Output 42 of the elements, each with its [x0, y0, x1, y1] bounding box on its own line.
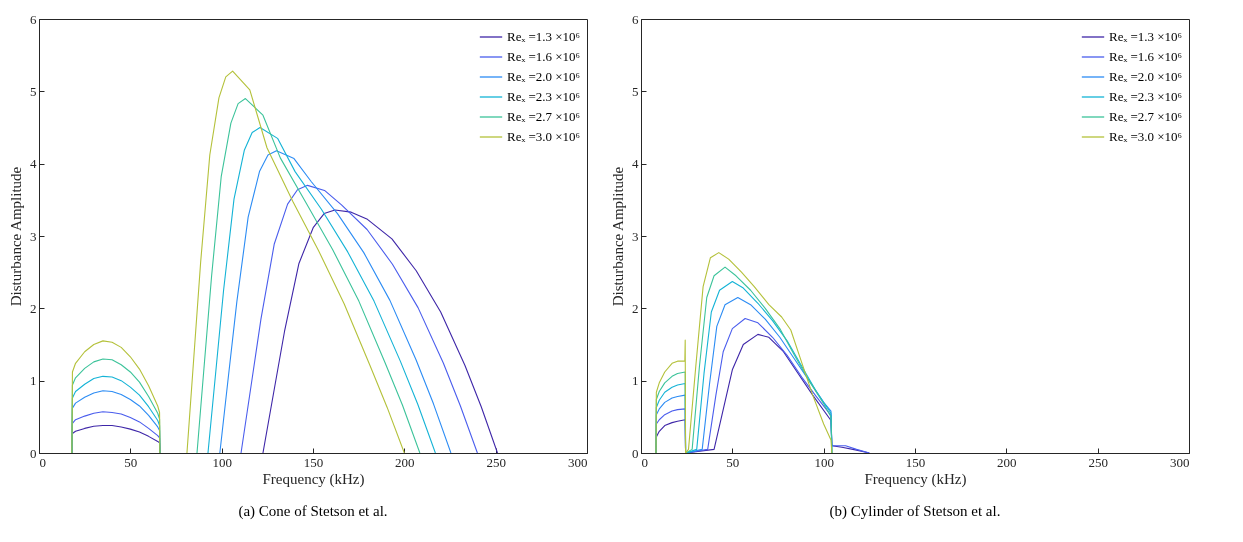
legend-label: Reₓ =2.7 ×10⁶	[507, 109, 581, 124]
y-tick-label: 2	[632, 300, 639, 316]
y-axis-title: Disturbance Amplitude	[610, 166, 626, 307]
legend-label: Reₓ =1.6 ×10⁶	[507, 49, 581, 64]
x-tick-label: 200	[997, 454, 1017, 470]
x-tick-label: 250	[1088, 454, 1108, 470]
x-tick-label: 300	[568, 454, 588, 470]
y-tick-label: 6	[632, 11, 639, 27]
legend-label: Reₓ =2.7 ×10⁶	[1109, 109, 1183, 124]
legend-label: Reₓ =3.0 ×10⁶	[1109, 129, 1183, 144]
y-tick-label: 6	[30, 11, 37, 27]
legend-label: Reₓ =1.3 ×10⁶	[507, 29, 581, 44]
legend-label: Reₓ =1.3 ×10⁶	[1109, 29, 1183, 44]
y-tick-label: 4	[632, 156, 639, 172]
y-tick-label: 5	[30, 83, 37, 99]
x-tick-label: 50	[726, 454, 740, 470]
x-axis-title: Frequency (kHz)	[864, 470, 967, 488]
x-tick-label: 150	[905, 454, 926, 470]
x-tick-label: 50	[124, 454, 138, 470]
legend-label: Reₓ =2.0 ×10⁶	[1109, 69, 1183, 84]
legend-label: Reₓ =2.3 ×10⁶	[1109, 89, 1183, 104]
y-tick-label: 1	[30, 373, 37, 389]
x-tick-label: 250	[486, 454, 506, 470]
x-tick-label: 300	[1170, 454, 1190, 470]
x-axis-title: Frequency (kHz)	[262, 470, 365, 488]
y-axis-title: Disturbance Amplitude	[8, 166, 24, 307]
legend-label: Reₓ =2.0 ×10⁶	[507, 69, 581, 84]
x-tick-label: 100	[212, 454, 232, 470]
x-tick-label: 100	[814, 454, 834, 470]
y-tick-label: 3	[30, 228, 37, 244]
text: (a) Cone of Stetson et al.	[238, 503, 388, 520]
x-tick-label: 150	[303, 454, 324, 470]
y-tick-label: 1	[632, 373, 639, 389]
y-tick-label: 5	[632, 83, 639, 99]
y-tick-label: 4	[30, 156, 37, 172]
x-tick-label: 200	[395, 454, 415, 470]
y-tick-label: 2	[30, 300, 37, 316]
legend-label: Reₓ =2.3 ×10⁶	[507, 89, 581, 104]
y-tick-label: 3	[632, 228, 639, 244]
legend-label: Reₓ =1.6 ×10⁶	[1109, 49, 1183, 64]
text: (b) Cylinder of Stetson et al.	[829, 503, 1001, 520]
legend-label: Reₓ =3.0 ×10⁶	[507, 129, 581, 144]
